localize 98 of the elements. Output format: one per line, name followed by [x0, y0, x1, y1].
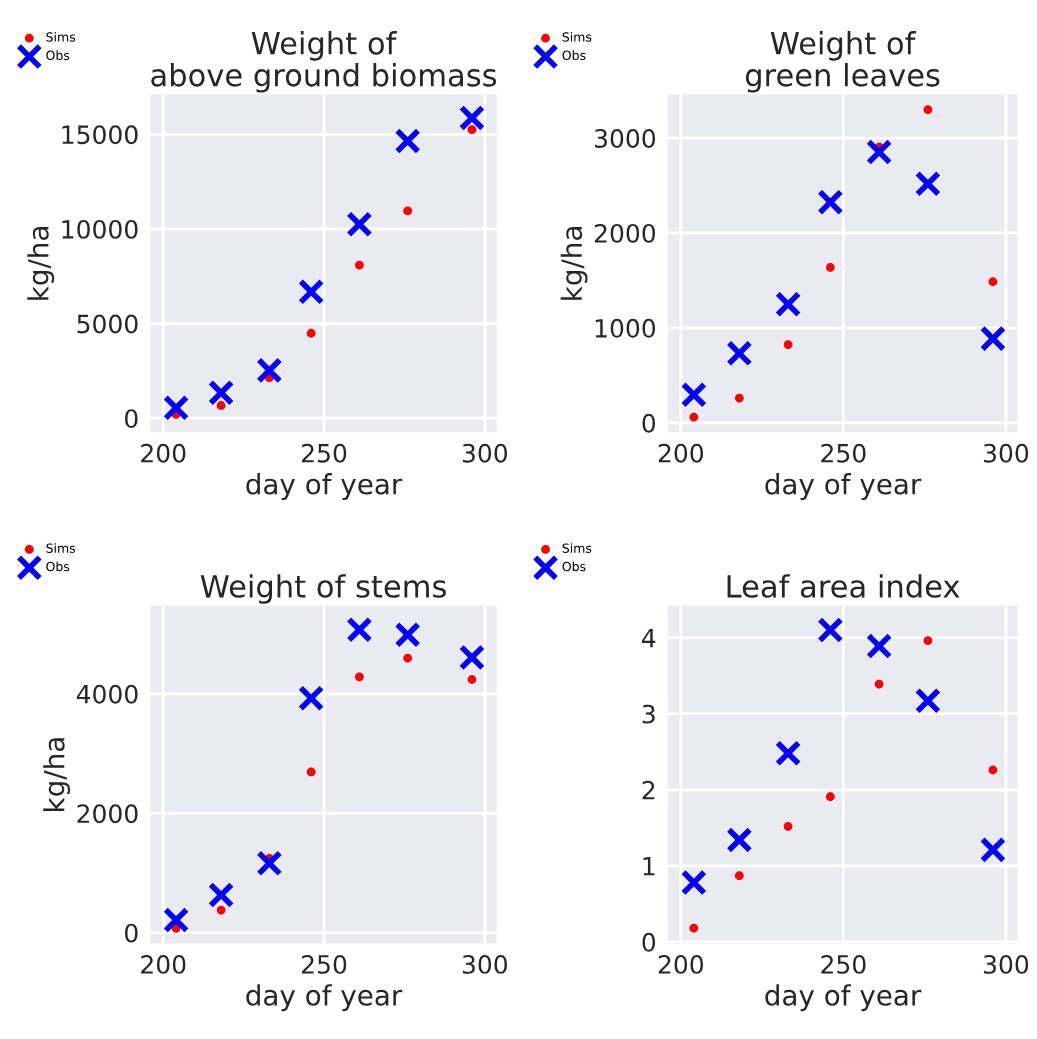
point	[825, 792, 835, 802]
point	[403, 653, 413, 663]
x-tick-label: 250	[821, 443, 866, 463]
point	[458, 644, 486, 671]
point	[306, 767, 316, 777]
point	[817, 616, 844, 644]
x-tick-label: 200	[658, 954, 704, 974]
x-tick-label: 200	[141, 443, 186, 463]
legend-label: Sims	[562, 32, 592, 42]
legend-label: Obs	[46, 50, 70, 61]
point	[979, 836, 1006, 863]
point	[394, 127, 421, 155]
point	[726, 826, 753, 854]
point	[216, 401, 226, 410]
point	[680, 869, 707, 896]
x-tick-label: 300	[983, 443, 1029, 463]
legend-label: Obs	[562, 50, 586, 61]
point	[163, 394, 190, 421]
chart-title: Leaf area index	[727, 574, 960, 598]
x-axis-title: day of year	[246, 473, 403, 500]
y-tick-label: 0	[642, 413, 656, 433]
y-tick-label: 4	[642, 628, 656, 648]
point	[988, 765, 998, 775]
point	[866, 632, 893, 660]
point	[783, 340, 793, 349]
point	[825, 263, 835, 272]
legend-label: Obs	[562, 561, 586, 572]
y-axis-title: kg/ha	[27, 227, 55, 300]
legend-label: Obs	[46, 561, 70, 572]
x-tick-label: 250	[302, 443, 347, 463]
point	[817, 189, 844, 216]
point	[298, 685, 325, 712]
point	[298, 278, 325, 305]
legend-label: Sims	[46, 543, 76, 553]
point	[216, 905, 226, 915]
point	[306, 328, 316, 338]
chart-title: Weight of above ground biomass	[151, 31, 497, 93]
y-axis-title: kg/ha	[43, 738, 71, 811]
x-tick-label: 300	[462, 443, 508, 463]
point	[163, 906, 190, 934]
chart-title: Weight of green leaves	[745, 31, 940, 93]
point	[458, 104, 486, 132]
legend-label: Sims	[562, 543, 592, 553]
point	[467, 675, 477, 684]
point	[734, 393, 744, 403]
point	[355, 260, 364, 270]
point	[775, 740, 802, 767]
point	[914, 170, 941, 197]
point	[726, 340, 753, 367]
y-tick-label: 3000	[595, 128, 656, 148]
point	[346, 211, 373, 238]
y-tick-label: 15000	[62, 125, 138, 145]
point	[208, 379, 235, 406]
y-tick-label: 1000	[595, 318, 656, 338]
point	[923, 636, 933, 646]
y-axis-title: kg/ha	[560, 227, 588, 300]
x-axis-title: day of year	[765, 473, 922, 500]
point	[775, 291, 802, 318]
y-tick-label: 5000	[77, 314, 138, 334]
point	[734, 871, 744, 881]
x-tick-label: 300	[462, 954, 508, 974]
y-tick-label: 10000	[62, 219, 138, 239]
point	[923, 105, 933, 115]
point	[680, 381, 707, 408]
point	[355, 672, 364, 682]
point	[394, 621, 421, 648]
point	[346, 616, 373, 643]
point	[988, 277, 998, 287]
y-tick-label: 0	[642, 932, 656, 952]
point	[874, 679, 884, 689]
legend-label: Sims	[46, 32, 76, 42]
x-tick-label: 250	[302, 954, 347, 974]
y-tick-label: 2	[642, 780, 655, 800]
y-tick-label: 1	[643, 857, 655, 876]
y-tick-label: 0	[125, 409, 138, 429]
x-tick-label: 250	[821, 954, 866, 974]
point	[866, 139, 893, 166]
x-tick-label: 200	[141, 954, 186, 974]
point	[979, 325, 1006, 352]
y-tick-label: 3	[642, 704, 655, 724]
point	[689, 923, 699, 933]
point	[403, 206, 413, 216]
point	[256, 850, 283, 877]
point	[783, 821, 793, 831]
point	[256, 357, 283, 384]
point	[208, 881, 235, 909]
point	[467, 125, 477, 135]
y-tick-label: 2000	[594, 223, 656, 243]
point	[689, 412, 699, 422]
y-tick-label: 4000	[76, 684, 138, 704]
x-tick-label: 200	[658, 443, 704, 463]
y-tick-label: 0	[125, 923, 138, 943]
point	[914, 687, 941, 714]
chart-title: Weight of stems	[200, 574, 446, 604]
x-axis-title: day of year	[246, 984, 403, 1012]
x-tick-label: 300	[983, 954, 1029, 974]
y-tick-label: 2000	[77, 804, 138, 824]
x-axis-title: day of year	[765, 984, 922, 1012]
